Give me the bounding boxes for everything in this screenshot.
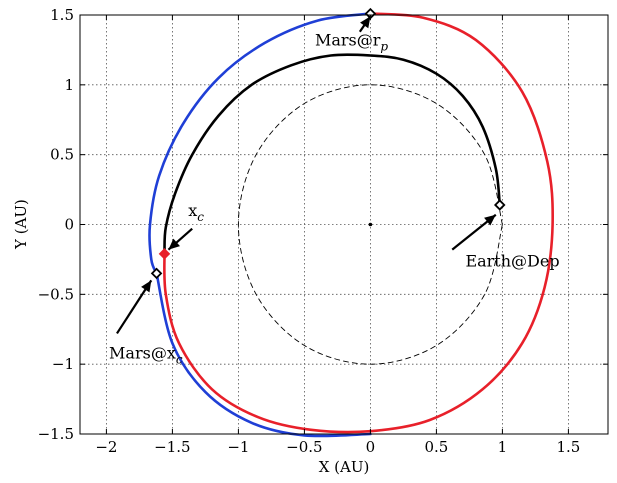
series-line	[163, 53, 502, 254]
y-tick-label: −1	[52, 355, 74, 373]
annotation-label-subscript: c	[197, 210, 204, 224]
annotation-label-subscript: p	[380, 40, 388, 54]
annotation-label: xc	[188, 201, 204, 224]
series-line	[163, 12, 554, 434]
y-tick-label: 0	[64, 216, 74, 234]
y-tick-label: 0.5	[50, 146, 74, 164]
y-tick-label: 1	[64, 76, 74, 94]
x-tick-label: −0.5	[286, 438, 322, 456]
x-tick-label: 0.5	[424, 438, 448, 456]
annotation-label: Mars@xc	[109, 344, 183, 367]
annotation-arrowhead	[484, 214, 496, 226]
series-line	[148, 12, 372, 275]
tick-layer: −2 −1.5 −1 −0.5 0 0.5 1 1.5 −1.5 −1 −0.5 0 0.5 1 1.5	[38, 6, 608, 456]
annotation-label-main: Earth@Dep	[465, 251, 559, 270]
annotation-arrowhead	[141, 280, 152, 293]
diamond-marker	[150, 267, 163, 280]
diamond-marker	[158, 248, 171, 260]
annotation-label: Mars@rp	[315, 31, 388, 54]
annotation-arrowhead	[360, 16, 371, 29]
annotation-label: Earth@Dep	[465, 251, 559, 270]
annotation-label-main: x	[188, 201, 197, 220]
y-axis-label: Y (AU)	[12, 199, 30, 250]
series-layer	[148, 12, 554, 438]
x-tick-label: −1	[227, 438, 249, 456]
x-tick-label: 1.5	[556, 438, 580, 456]
y-tick-label: −1.5	[38, 425, 74, 443]
annotation-label-main: Mars@r	[315, 31, 381, 50]
annotation-label-main: Mars@x	[109, 344, 176, 363]
reference-circle-line	[237, 84, 503, 365]
y-tick-label: 1.5	[50, 6, 74, 24]
grid-layer	[80, 14, 608, 435]
diamond-marker	[493, 199, 506, 211]
annotation-label-subscript: c	[176, 353, 183, 367]
x-tick-label: 1	[498, 438, 508, 456]
y-tick-label: −0.5	[38, 285, 74, 303]
center-point	[368, 222, 373, 227]
x-tick-label: 0	[366, 438, 376, 456]
x-axis-label: X (AU)	[319, 458, 370, 476]
x-tick-label: −1.5	[154, 438, 190, 456]
annotation-arrowhead	[168, 238, 180, 250]
x-tick-label: −2	[95, 438, 117, 456]
series-line	[155, 272, 372, 438]
